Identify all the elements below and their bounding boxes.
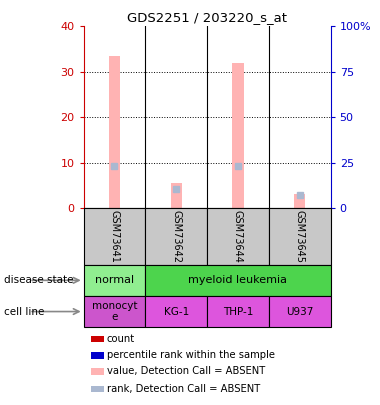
Bar bbox=[91, 368, 104, 375]
Bar bbox=[145, 296, 207, 327]
Bar bbox=[171, 183, 182, 208]
Text: rank, Detection Call = ABSENT: rank, Detection Call = ABSENT bbox=[106, 384, 260, 394]
Bar bbox=[84, 265, 145, 296]
Text: monocyt
e: monocyt e bbox=[92, 301, 137, 322]
Text: normal: normal bbox=[95, 275, 134, 286]
Text: U937: U937 bbox=[286, 307, 313, 317]
Bar bbox=[294, 194, 305, 208]
Bar bbox=[109, 56, 120, 208]
Text: cell line: cell line bbox=[4, 307, 44, 317]
Text: GSM73645: GSM73645 bbox=[295, 210, 305, 263]
Bar bbox=[233, 63, 244, 208]
Bar bbox=[91, 336, 104, 342]
Text: count: count bbox=[106, 334, 135, 344]
Bar bbox=[207, 208, 269, 265]
Bar bbox=[84, 296, 145, 327]
Text: KG-1: KG-1 bbox=[164, 307, 189, 317]
Bar bbox=[145, 208, 207, 265]
Bar bbox=[145, 265, 331, 296]
Text: percentile rank within the sample: percentile rank within the sample bbox=[106, 350, 275, 360]
Title: GDS2251 / 203220_s_at: GDS2251 / 203220_s_at bbox=[127, 11, 287, 24]
Text: GSM73642: GSM73642 bbox=[171, 210, 181, 263]
Text: value, Detection Call = ABSENT: value, Detection Call = ABSENT bbox=[106, 367, 265, 376]
Bar bbox=[269, 296, 331, 327]
Bar bbox=[91, 352, 104, 358]
Text: THP-1: THP-1 bbox=[223, 307, 253, 317]
Text: GSM73644: GSM73644 bbox=[233, 210, 243, 263]
Bar bbox=[84, 208, 145, 265]
Text: myeloid leukemia: myeloid leukemia bbox=[188, 275, 288, 286]
Bar bbox=[207, 296, 269, 327]
Bar bbox=[91, 386, 104, 392]
Text: disease state: disease state bbox=[4, 275, 73, 286]
Text: GSM73641: GSM73641 bbox=[109, 210, 119, 263]
Bar bbox=[269, 208, 331, 265]
